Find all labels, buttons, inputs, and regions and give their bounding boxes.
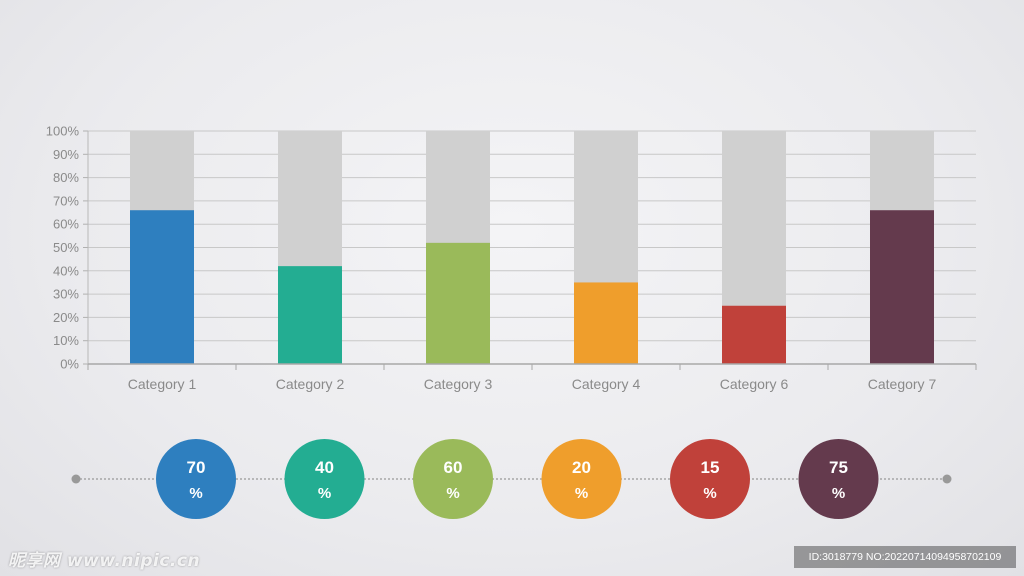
percent-circle-value: 15 (701, 458, 720, 477)
timeline-end-dot (942, 474, 952, 484)
x-tick-label: Category 1 (128, 376, 197, 392)
y-tick-label: 70% (53, 193, 79, 208)
x-axis (87, 363, 977, 370)
bar (278, 266, 342, 364)
y-tick-label: 50% (53, 240, 79, 255)
percent-circle-shape (284, 439, 365, 519)
y-tick-label: 80% (53, 170, 79, 185)
x-tick-label: Category 7 (868, 376, 937, 392)
percent-circle-value: 75 (829, 458, 848, 477)
y-tick-label: 0% (60, 357, 79, 372)
percent-circle-value: 60 (444, 458, 463, 477)
percent-circle: 40% (284, 439, 365, 519)
timeline: 70%40%60%20%15%75% (71, 439, 952, 519)
x-tick-label: Category 6 (720, 376, 789, 392)
percent-circle: 75% (798, 439, 879, 519)
grid-lines (88, 130, 976, 365)
y-tick-label: 40% (53, 263, 79, 278)
percent-circle-unit: % (575, 485, 588, 502)
bar (426, 242, 490, 364)
x-tick-label: Category 4 (572, 376, 641, 392)
x-axis-labels: Category 1 Category 2 Category 3 Category 4… (128, 376, 937, 392)
percent-circle-shape (670, 439, 750, 519)
percent-circle: 20% (541, 439, 622, 519)
bars (130, 131, 934, 364)
y-tick-label: 10% (53, 333, 79, 348)
bar (722, 305, 786, 364)
timeline-end-dot (71, 474, 81, 484)
bar (870, 210, 934, 364)
percent-circle-value: 20 (572, 458, 591, 477)
y-tick-label: 60% (53, 217, 79, 232)
watermark-id-text: ID:3018779 NO:20220714094958702109 (794, 546, 1016, 568)
percent-circle-shape (798, 439, 879, 519)
percent-circle: 15% (670, 439, 750, 519)
y-tick-label: 90% (53, 147, 79, 162)
bar (574, 282, 638, 364)
bar (130, 210, 194, 364)
percent-circle-value: 70 (187, 458, 206, 477)
percent-circle-unit: % (703, 485, 716, 502)
percent-circle-unit: % (318, 485, 331, 502)
percent-circle: 60% (413, 439, 493, 519)
y-axis-ticks: 0% 10% 20% 30% 40% 50% 60% 70% 80% 90% 100% (46, 124, 89, 372)
percent-circle-shape (541, 439, 622, 519)
x-tick-label: Category 2 (276, 376, 345, 392)
percent-circle-shape (413, 439, 493, 519)
percent-circle-unit: % (446, 485, 459, 502)
percent-circle-unit: % (832, 485, 845, 502)
y-tick-label: 20% (53, 310, 79, 325)
percent-circle-value: 40 (315, 458, 334, 477)
y-tick-label: 30% (53, 287, 79, 302)
percent-circle: 70% (156, 439, 236, 519)
y-tick-label: 100% (46, 124, 80, 139)
watermark-logo-text: 昵享网 www.nipic.cn (8, 551, 201, 571)
percent-circle-unit: % (189, 485, 202, 502)
percent-circle-shape (156, 439, 236, 519)
x-tick-label: Category 3 (424, 376, 493, 392)
